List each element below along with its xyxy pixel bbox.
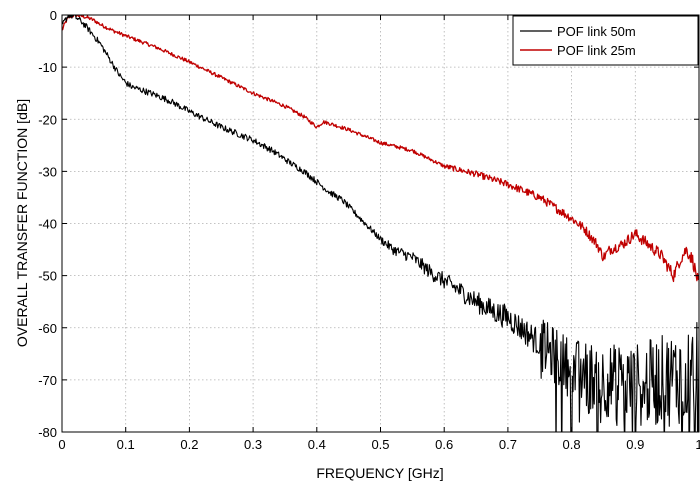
plot-area <box>62 15 699 432</box>
x-tick-label: 1 <box>695 437 700 452</box>
y-tick-label: 0 <box>50 8 57 23</box>
y-tick-label: -40 <box>38 217 57 232</box>
y-tick-label: -30 <box>38 164 57 179</box>
y-tick-label: -20 <box>38 112 57 127</box>
y-tick-label: -80 <box>38 425 57 440</box>
x-tick-label: 0.8 <box>563 437 581 452</box>
x-axis-label: FREQUENCY [GHz] <box>316 465 443 481</box>
series-line-50m <box>62 15 699 432</box>
y-tick-label: -60 <box>38 321 57 336</box>
x-tick-label: 0.6 <box>435 437 453 452</box>
y-axis-label: OVERALL TRANSFER FUNCTION [dB] <box>14 99 30 347</box>
x-tick-label: 0.7 <box>499 437 517 452</box>
x-tick-label: 0 <box>58 437 65 452</box>
legend-label-25m: POF link 25m <box>557 43 636 58</box>
grid <box>62 15 699 432</box>
ticks <box>61 14 700 433</box>
x-tick-label: 0.2 <box>180 437 198 452</box>
y-tick-label: -70 <box>38 373 57 388</box>
x-tick-label: 0.4 <box>308 437 326 452</box>
series-line-25m <box>62 15 699 283</box>
legend-label-50m: POF link 50m <box>557 24 636 39</box>
x-tick-label: 0.5 <box>371 437 389 452</box>
tick-labels: 0 0.1 0.2 0.3 0.4 0.5 0.6 0.7 0.8 0.9 1 0 -10 -20 -30 -… <box>38 8 700 452</box>
x-tick-label: 0.1 <box>117 437 135 452</box>
y-tick-label: -50 <box>38 269 57 284</box>
legend: POF link 50m POF link 25m <box>512 15 699 66</box>
series-layer <box>62 15 699 432</box>
x-tick-label: 0.3 <box>244 437 262 452</box>
x-tick-label: 0.9 <box>626 437 644 452</box>
legend-box <box>512 15 699 66</box>
y-tick-label: -10 <box>38 60 57 75</box>
